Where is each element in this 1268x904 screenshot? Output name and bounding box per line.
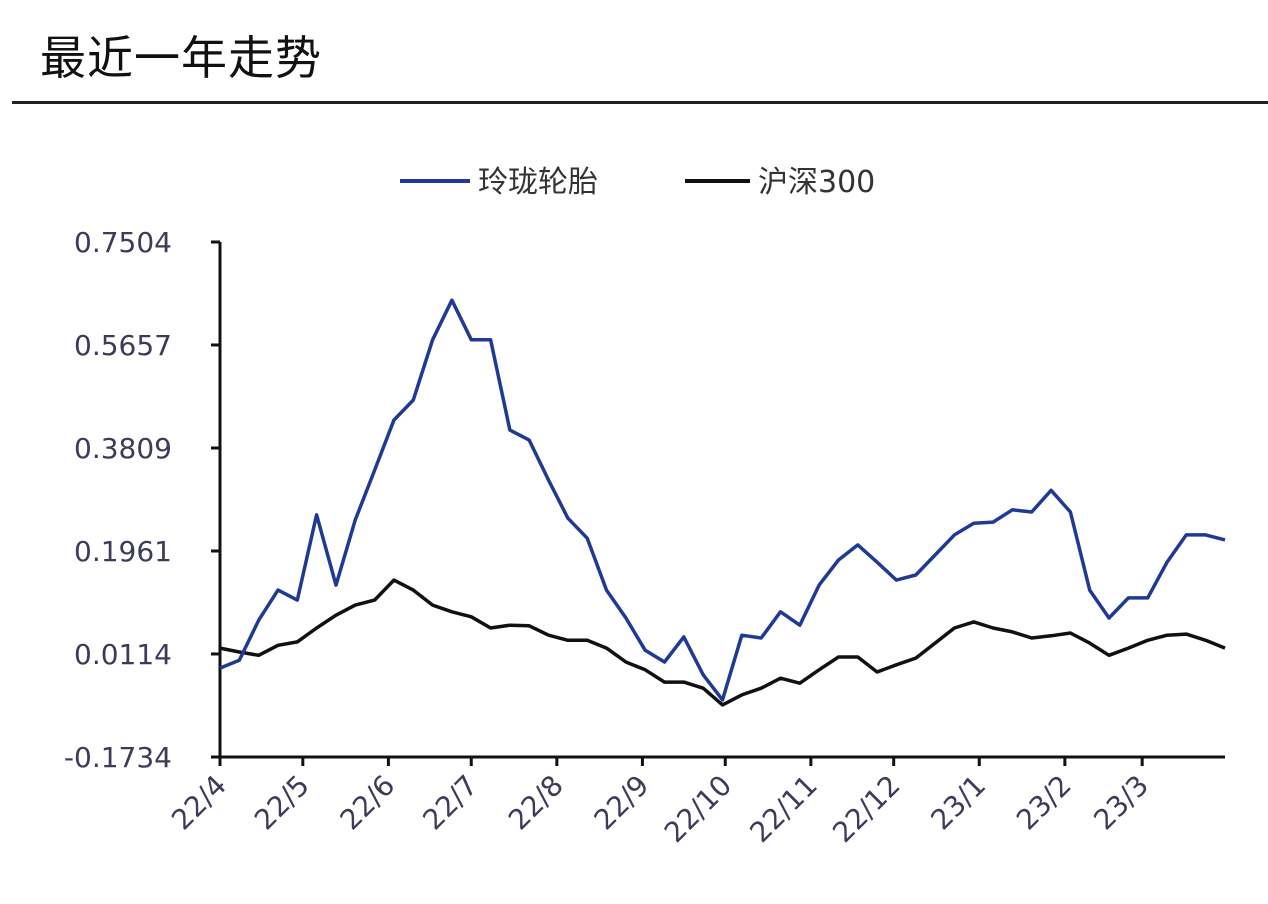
- series-line-0: [219, 298, 1226, 702]
- x-tick-label: 22/10: [658, 769, 738, 849]
- x-tick-label: 22/12: [826, 769, 906, 849]
- x-tick-label: 22/9: [588, 769, 656, 837]
- x-tick-label: 22/6: [334, 769, 402, 837]
- x-tick-label: 23/3: [1087, 769, 1155, 837]
- y-tick-label: -0.1734: [64, 741, 172, 774]
- y-tick-label: 0.7504: [74, 226, 172, 259]
- y-tick-label: 0.1961: [74, 535, 172, 568]
- legend-label-0: 玲珑轮胎: [478, 165, 598, 200]
- y-tick-label: 0.5657: [74, 329, 172, 362]
- x-tick-label: 22/8: [502, 769, 570, 837]
- x-tick-label: 22/5: [248, 769, 316, 837]
- legend: 玲珑轮胎 沪深300: [400, 165, 875, 200]
- page-title: 最近一年走势: [40, 31, 322, 85]
- y-tick-label: 0.3809: [74, 432, 172, 465]
- x-tick-label: 23/2: [1010, 769, 1078, 837]
- x-tick-label: 22/11: [743, 769, 823, 849]
- x-tick-label: 23/1: [924, 769, 992, 837]
- title-divider: [12, 101, 1268, 104]
- series-line-1: [219, 578, 1226, 707]
- y-tick-label: 0.0114: [74, 638, 172, 671]
- x-tick-label: 22/7: [416, 769, 484, 837]
- legend-label-1: 沪深300: [758, 165, 875, 200]
- x-tick-label: 22/4: [165, 769, 233, 837]
